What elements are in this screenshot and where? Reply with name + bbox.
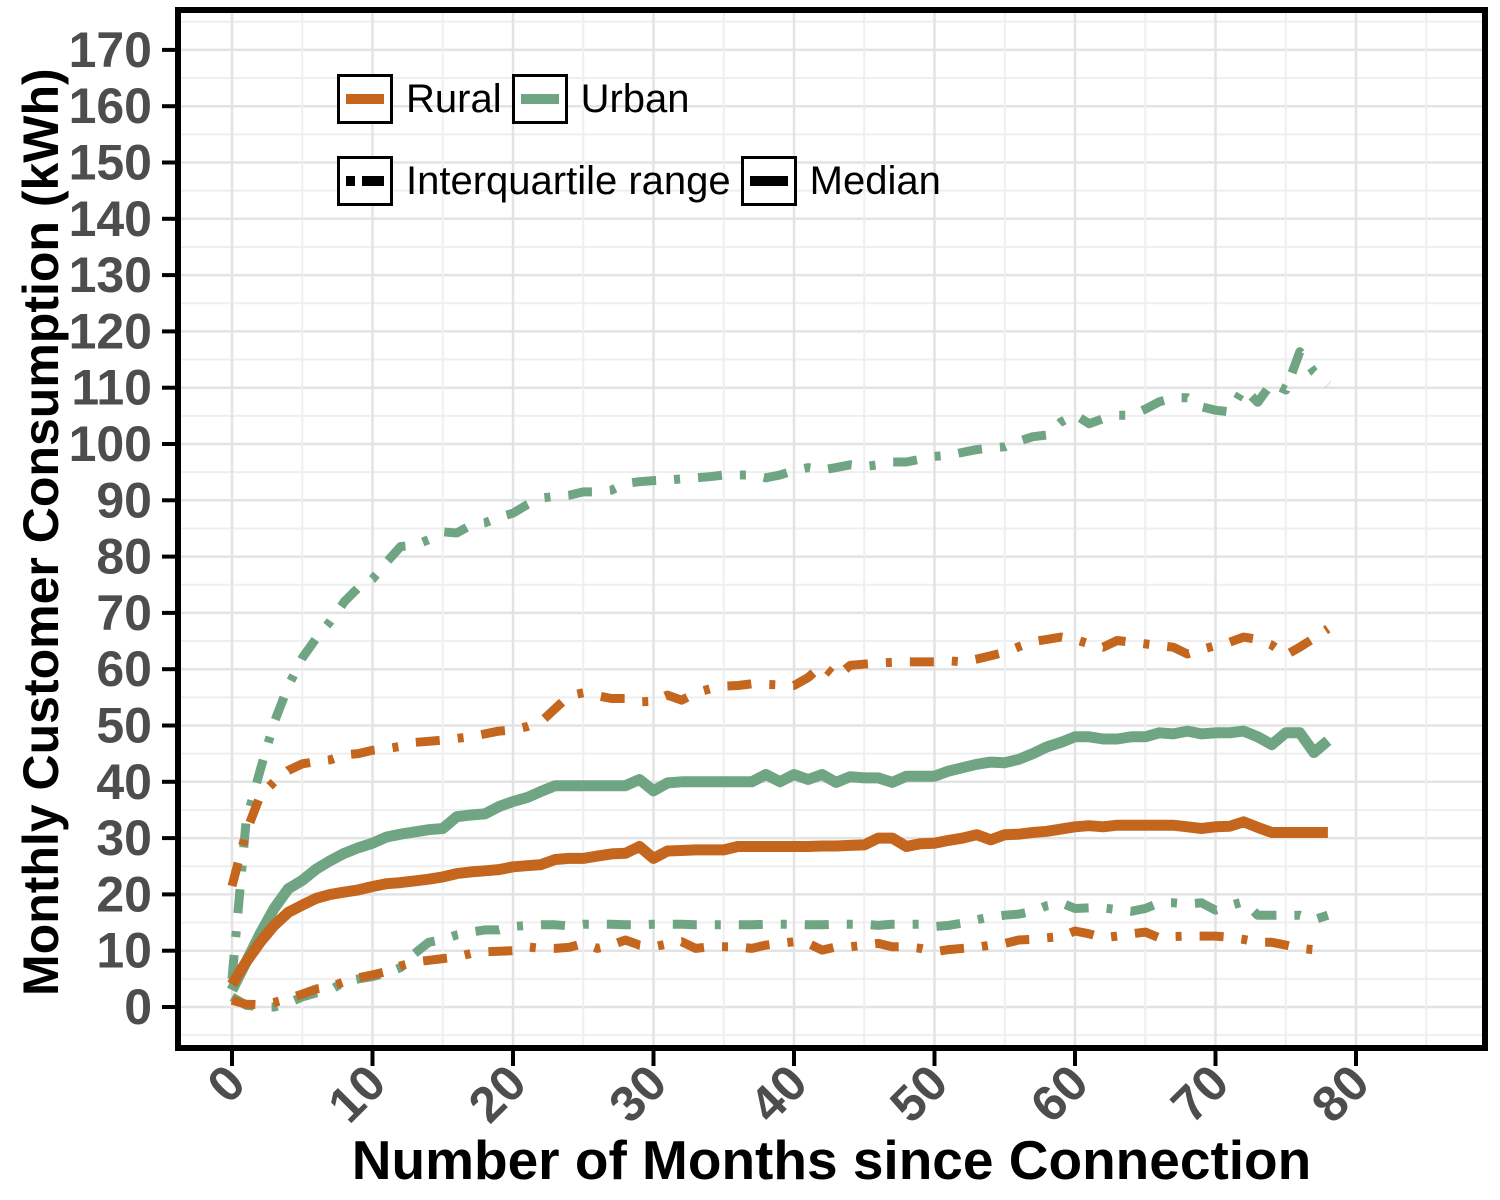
panel-border — [175, 7, 1488, 1051]
series-urban-median — [227, 725, 1332, 993]
x-tick-label: 10 — [317, 1054, 396, 1133]
y-tick-label: 160 — [69, 78, 152, 134]
urban-line-swatch-icon — [520, 94, 559, 104]
y-tick-label: 70 — [96, 585, 152, 641]
x-tick-label: 20 — [458, 1054, 537, 1133]
x-tick-label: 40 — [739, 1054, 818, 1133]
y-tick-label: 80 — [96, 529, 152, 585]
y-tick-label: 170 — [69, 22, 152, 78]
rural-line-swatch-icon — [346, 94, 384, 104]
y-tick-label: 120 — [69, 303, 152, 359]
series-urban-iqr — [227, 347, 1331, 980]
y-tick-label: 130 — [69, 247, 152, 303]
x-tick-label: 30 — [598, 1054, 677, 1133]
y-tick-label: 60 — [96, 641, 152, 697]
y-tick-label: 50 — [96, 698, 152, 754]
legend-row-groups: Rural Urban — [337, 74, 700, 124]
gridlines — [181, 13, 1482, 1045]
x-tick-label: 80 — [1301, 1054, 1380, 1133]
y-tick-label: 10 — [96, 923, 152, 979]
series-urban-iqr — [229, 897, 1330, 1012]
y-tick-label: 150 — [69, 135, 152, 191]
median-line-swatch-icon — [749, 176, 788, 186]
y-tick-label: 30 — [96, 810, 152, 866]
interquartile-dashdot-swatch-icon — [346, 176, 384, 186]
series-rural-iqr — [230, 926, 1328, 1010]
y-tick-label: 0 — [124, 979, 152, 1035]
series-rural-iqr — [227, 624, 1331, 888]
y-tick-label: 100 — [69, 416, 152, 472]
legend-key-interquartile-range — [337, 156, 393, 206]
legend-row-statistics: Interquartile range Median — [337, 156, 951, 206]
y-tick-label: 20 — [96, 866, 152, 922]
y-tick-label: 90 — [96, 472, 152, 528]
legend-label-urban: Urban — [580, 76, 690, 121]
y-tick-label: 40 — [96, 754, 152, 810]
legend-key-urban — [511, 74, 568, 124]
series-rural-median — [227, 816, 1328, 988]
x-axis-title: Number of Months since Connection — [351, 1129, 1312, 1191]
legend-label-rural: Rural — [406, 76, 502, 121]
legend-label-median: Median — [809, 158, 941, 203]
legend-key-rural — [337, 74, 393, 124]
x-tick-label: 60 — [1020, 1054, 1099, 1133]
y-axis-title: Monthly Customer Consumption (kWh) — [13, 68, 69, 997]
x-tick-label: 50 — [879, 1054, 958, 1133]
y-tick-label: 140 — [69, 191, 152, 247]
series-group — [227, 347, 1332, 1012]
legend-label-interquartile-range: Interquartile range — [406, 158, 731, 203]
legend-key-median — [740, 156, 797, 206]
x-tick-label: 70 — [1160, 1054, 1239, 1133]
x-tick-label: 0 — [197, 1054, 256, 1113]
y-tick-label: 110 — [71, 360, 152, 416]
